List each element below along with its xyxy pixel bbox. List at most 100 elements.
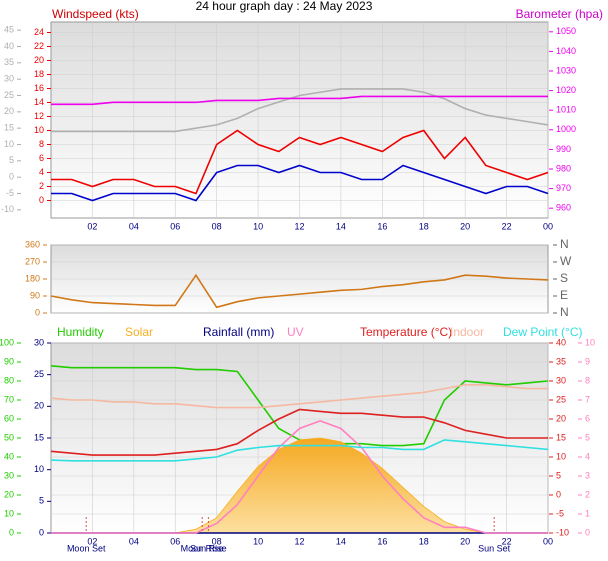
y2-tick-label: 1010: [556, 105, 576, 115]
y-tick-label: 8: [39, 139, 44, 149]
legend-label: Rainfall (mm): [203, 325, 274, 339]
x-tick-label: 10: [253, 536, 263, 546]
x-tick-label: 14: [336, 536, 346, 546]
chart-title: 24 hour graph day : 24 May 2023: [196, 0, 373, 13]
y4-tick-label: 3: [585, 470, 590, 480]
annotation: Sun Set: [478, 543, 511, 553]
x-tick-label: 02: [87, 221, 97, 231]
y3-tick-label: 5: [9, 155, 14, 165]
y4-tick-label: 5: [585, 432, 590, 442]
x-tick-label: 12: [294, 221, 304, 231]
x-tick-label: 22: [502, 536, 512, 546]
y2-tick-label: 960: [556, 203, 571, 213]
y3-tick-label: -5: [6, 188, 14, 198]
y3-tick-label: 40: [4, 41, 14, 51]
y-tick-label: 40: [4, 451, 14, 461]
y-tick-label: 14: [34, 97, 44, 107]
series-line: [51, 95, 548, 106]
y-tick-label: 30: [4, 470, 14, 480]
y-tick-label: 0: [9, 527, 14, 537]
legend-label: Indoor: [450, 325, 484, 339]
y2-tick-label: 20: [556, 413, 566, 423]
y2-tick-label: 0: [556, 489, 561, 499]
y3-tick-label: 15: [34, 432, 44, 442]
y-tick-label: 22: [34, 41, 44, 51]
x-tick-label: 04: [129, 536, 139, 546]
y3-tick-label: -10: [1, 204, 14, 214]
y2-tick-label: 1020: [556, 85, 576, 95]
legend-label: Temperature (°C): [360, 325, 452, 339]
legend-label: Humidity: [57, 325, 104, 339]
x-tick-label: 00: [543, 536, 553, 546]
y3-tick-label: 10: [4, 139, 14, 149]
y2-tick-label: 10: [556, 451, 566, 461]
y-tick-label: 60: [4, 413, 14, 423]
series-line: [50, 439, 549, 462]
y3-tick-label: 20: [34, 401, 44, 411]
y2-tick-label: S: [560, 271, 568, 285]
y2-tick-label: -10: [556, 527, 569, 537]
series-line: [51, 164, 549, 202]
y2-tick-label: E: [560, 288, 568, 302]
y4-tick-label: 9: [585, 356, 590, 366]
y-tick-label: 90: [30, 290, 40, 300]
legend-label: UV: [287, 325, 304, 339]
y2-tick-label: 990: [556, 144, 571, 154]
y-tick-label: 80: [4, 375, 14, 385]
y3-tick-label: 0: [39, 527, 44, 537]
series-line: [50, 273, 549, 309]
y2-tick-label: N: [560, 237, 569, 251]
y4-tick-label: 4: [585, 451, 590, 461]
y-tick-label: 10: [4, 508, 14, 518]
y2-tick-label: 15: [556, 432, 566, 442]
y2-tick-label: 5: [556, 470, 561, 480]
y-tick-label: 180: [25, 273, 40, 283]
y2-tick-label: 25: [556, 394, 566, 404]
series-line: [50, 383, 548, 409]
y2-tick-label: 1000: [556, 124, 576, 134]
y3-tick-label: 25: [4, 90, 14, 100]
y2-tick-label: -5: [556, 508, 564, 518]
y-tick-label: 360: [25, 239, 40, 249]
y4-tick-label: 0: [585, 527, 590, 537]
x-tick-label: 08: [212, 221, 222, 231]
y3-tick-label: 30: [4, 74, 14, 84]
y-tick-label: 12: [34, 111, 44, 121]
y-tick-label: 6: [39, 153, 44, 163]
y-axis-label: Windspeed (kts): [52, 7, 139, 21]
y3-tick-label: 5: [39, 496, 44, 506]
y4-tick-label: 7: [585, 394, 590, 404]
y3-tick-label: 25: [34, 369, 44, 379]
y-tick-label: 90: [4, 356, 14, 366]
y3-tick-label: 30: [34, 337, 44, 347]
y2-tick-label: W: [560, 254, 572, 268]
y-tick-label: 10: [34, 125, 44, 135]
x-tick-label: 06: [170, 221, 180, 231]
y2-tick-label: 40: [556, 337, 566, 347]
y2-tick-label: 1040: [556, 46, 576, 56]
y2-tick-label: 30: [556, 375, 566, 385]
x-tick-label: 22: [502, 221, 512, 231]
y4-tick-label: 2: [585, 489, 590, 499]
y4-tick-label: 8: [585, 375, 590, 385]
y-tick-label: 0: [35, 307, 40, 317]
x-tick-label: 02: [87, 536, 97, 546]
x-tick-label: 18: [419, 536, 429, 546]
y4-tick-label: 10: [585, 337, 595, 347]
y4-tick-label: 1: [585, 508, 590, 518]
y2-tick-label: N: [560, 305, 569, 319]
y-tick-label: 18: [34, 69, 44, 79]
x-tick-label: 08: [212, 536, 222, 546]
x-tick-label: 04: [129, 221, 139, 231]
y3-tick-label: 15: [4, 123, 14, 133]
x-tick-label: 16: [377, 221, 387, 231]
y-tick-label: 16: [34, 83, 44, 93]
y-tick-label: 270: [25, 256, 40, 266]
y-tick-label: 2: [39, 181, 44, 191]
legend-label: Dew Point (°C): [503, 325, 582, 339]
y-tick-label: 0: [39, 195, 44, 205]
series-line: [51, 129, 549, 195]
x-tick-label: 12: [294, 536, 304, 546]
y2-tick-label: 35: [556, 356, 566, 366]
